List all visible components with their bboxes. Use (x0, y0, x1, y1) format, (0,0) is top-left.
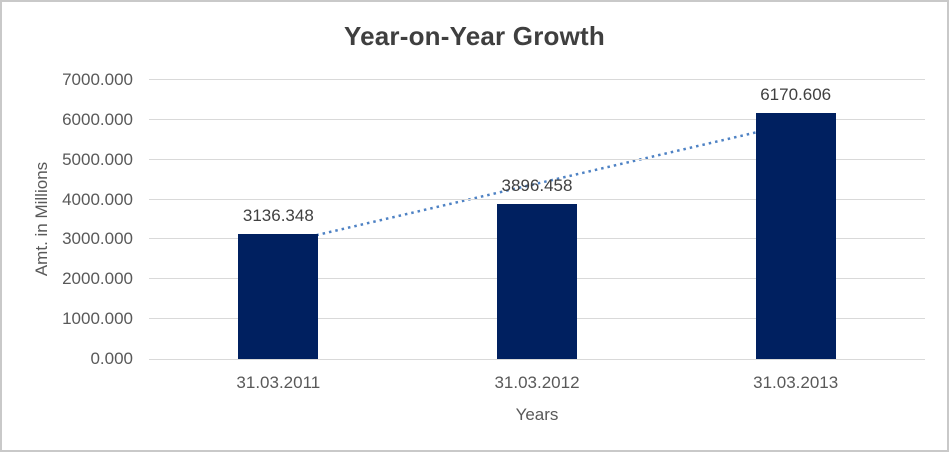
bar-value-label: 6170.606 (760, 85, 832, 105)
y-axis-tick-label: 6000.000 (62, 109, 133, 129)
x-axis-tick-label: 31.03.2013 (753, 373, 839, 392)
x-axis-tick-label: 31.03.2011 (236, 373, 321, 392)
bar-value-label: 3896.458 (501, 175, 573, 195)
chart-title: Year-on-Year Growth (344, 21, 605, 51)
y-axis-tick-label: 5000.000 (62, 149, 133, 169)
y-axis-tick-label: 7000.000 (62, 70, 133, 89)
y-axis-tick-label: 1000.000 (62, 309, 133, 329)
x-axis-title: Years (515, 405, 559, 424)
y-axis-tick-label: 0.000 (90, 349, 133, 368)
bar (238, 234, 319, 359)
y-axis-tick-label: 3000.000 (62, 229, 133, 249)
gridline (149, 118, 925, 120)
y-axis-tick-label: 4000.000 (62, 189, 133, 209)
x-axis-line (149, 359, 925, 360)
gridline (149, 158, 925, 160)
gridline (149, 198, 925, 200)
bar (755, 113, 836, 359)
bar (497, 203, 577, 359)
gridline (149, 79, 925, 80)
bar-value-label: 3136.348 (242, 205, 314, 225)
y-axis-tick-label: 2000.000 (62, 269, 133, 289)
y-axis-title: Amt. in Millions (32, 161, 51, 277)
x-axis-tick-label: 31.03.2012 (494, 373, 580, 392)
plot-area: Years 0.000 1000.000 2000.000 3000.000 4000.… (62, 70, 925, 424)
